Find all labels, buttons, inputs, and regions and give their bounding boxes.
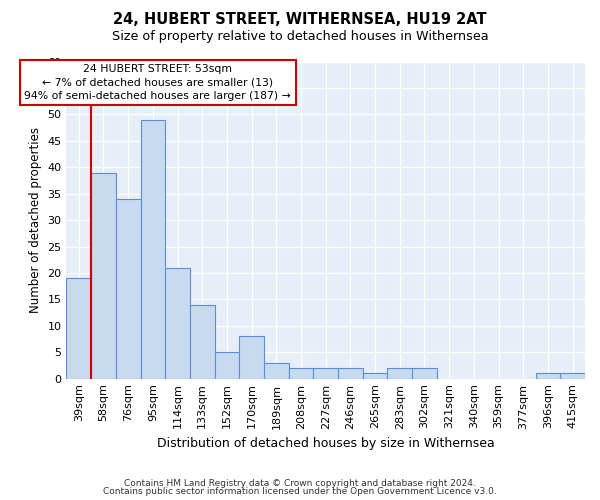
- Y-axis label: Number of detached properties: Number of detached properties: [29, 127, 42, 313]
- Bar: [140, 120, 165, 378]
- Text: Contains public sector information licensed under the Open Government Licence v3: Contains public sector information licen…: [103, 487, 497, 496]
- X-axis label: Distribution of detached houses by size in Withernsea: Distribution of detached houses by size …: [157, 437, 494, 450]
- Bar: [264, 363, 289, 378]
- Bar: [536, 374, 560, 378]
- Bar: [67, 278, 91, 378]
- Text: 24, HUBERT STREET, WITHERNSEA, HU19 2AT: 24, HUBERT STREET, WITHERNSEA, HU19 2AT: [113, 12, 487, 28]
- Text: 24 HUBERT STREET: 53sqm
← 7% of detached houses are smaller (13)
94% of semi-det: 24 HUBERT STREET: 53sqm ← 7% of detached…: [25, 64, 291, 100]
- Bar: [289, 368, 313, 378]
- Bar: [239, 336, 264, 378]
- Bar: [313, 368, 338, 378]
- Bar: [338, 368, 363, 378]
- Text: Size of property relative to detached houses in Withernsea: Size of property relative to detached ho…: [112, 30, 488, 43]
- Bar: [560, 374, 585, 378]
- Bar: [412, 368, 437, 378]
- Bar: [91, 172, 116, 378]
- Bar: [388, 368, 412, 378]
- Bar: [363, 374, 388, 378]
- Bar: [215, 352, 239, 378]
- Text: Contains HM Land Registry data © Crown copyright and database right 2024.: Contains HM Land Registry data © Crown c…: [124, 478, 476, 488]
- Bar: [190, 304, 215, 378]
- Bar: [165, 268, 190, 378]
- Bar: [116, 199, 140, 378]
